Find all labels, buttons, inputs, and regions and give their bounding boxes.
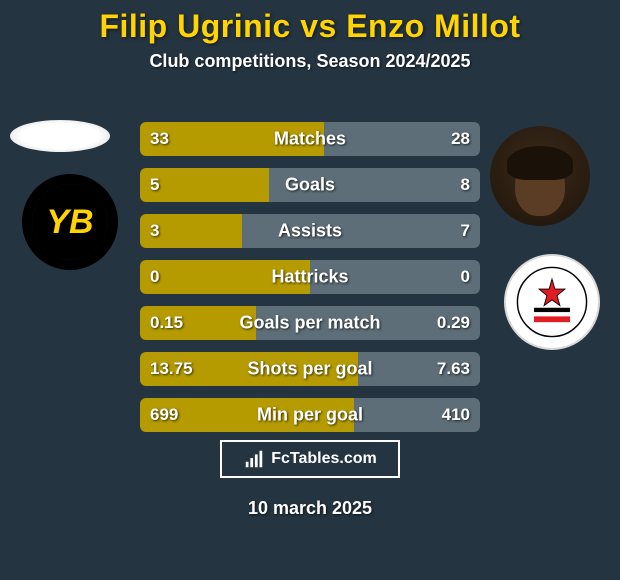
bar-value-left: 3	[150, 221, 159, 241]
bar-value-right: 0	[461, 267, 470, 287]
bar-value-left: 0.15	[150, 313, 183, 333]
footer-brand-text: FcTables.com	[271, 450, 377, 468]
bar-label: Hattricks	[140, 267, 480, 288]
bar-value-left: 5	[150, 175, 159, 195]
comparison-row: Goals5 8	[140, 168, 480, 202]
comparison-row: Assists3 7	[140, 214, 480, 248]
club-crest-left: YB	[22, 174, 118, 270]
bar-value-right: 8	[461, 175, 470, 195]
club-crest-right-svg	[516, 266, 588, 338]
avatar-hair-shape	[507, 146, 573, 180]
comparison-row: Hattricks0 0	[140, 260, 480, 294]
club-crest-left-code: YB	[46, 203, 93, 242]
bar-value-left: 33	[150, 129, 169, 149]
club-crest-left-inner: YB	[32, 184, 108, 260]
bar-value-right: 0.29	[437, 313, 470, 333]
footer-brand: FcTables.com	[220, 440, 400, 478]
comparison-card: Filip Ugrinic vs Enzo Millot Club compet…	[0, 0, 620, 580]
player-right-avatar	[490, 126, 590, 226]
subtitle: Club competitions, Season 2024/2025	[0, 51, 620, 72]
bar-label: Min per goal	[140, 405, 480, 426]
bar-label: Matches	[140, 129, 480, 150]
player-left-avatar-placeholder	[10, 120, 110, 152]
page-title: Filip Ugrinic vs Enzo Millot	[0, 0, 620, 45]
comparison-row: Min per goal699 410	[140, 398, 480, 432]
comparison-row: Matches33 28	[140, 122, 480, 156]
avatar-face-shape	[515, 156, 565, 216]
date-text: 10 march 2025	[0, 498, 620, 519]
bar-value-right: 410	[442, 405, 470, 425]
club-crest-right	[504, 254, 600, 350]
bar-value-right: 7	[461, 221, 470, 241]
bar-label: Assists	[140, 221, 480, 242]
bar-value-left: 0	[150, 267, 159, 287]
bar-value-right: 28	[451, 129, 470, 149]
bar-value-left: 13.75	[150, 359, 193, 379]
comparison-bars: Matches33 28 Goals5 8 Assists3 7 Hattricks0 0 Go…	[140, 122, 480, 444]
comparison-row: Shots per goal13.757.63	[140, 352, 480, 386]
bar-value-left: 699	[150, 405, 178, 425]
bar-label: Goals	[140, 175, 480, 196]
bar-label: Goals per match	[140, 313, 480, 334]
comparison-row: Goals per match0.15 0.29	[140, 306, 480, 340]
bar-value-right: 7.63	[437, 359, 470, 379]
chart-icon	[243, 448, 265, 470]
